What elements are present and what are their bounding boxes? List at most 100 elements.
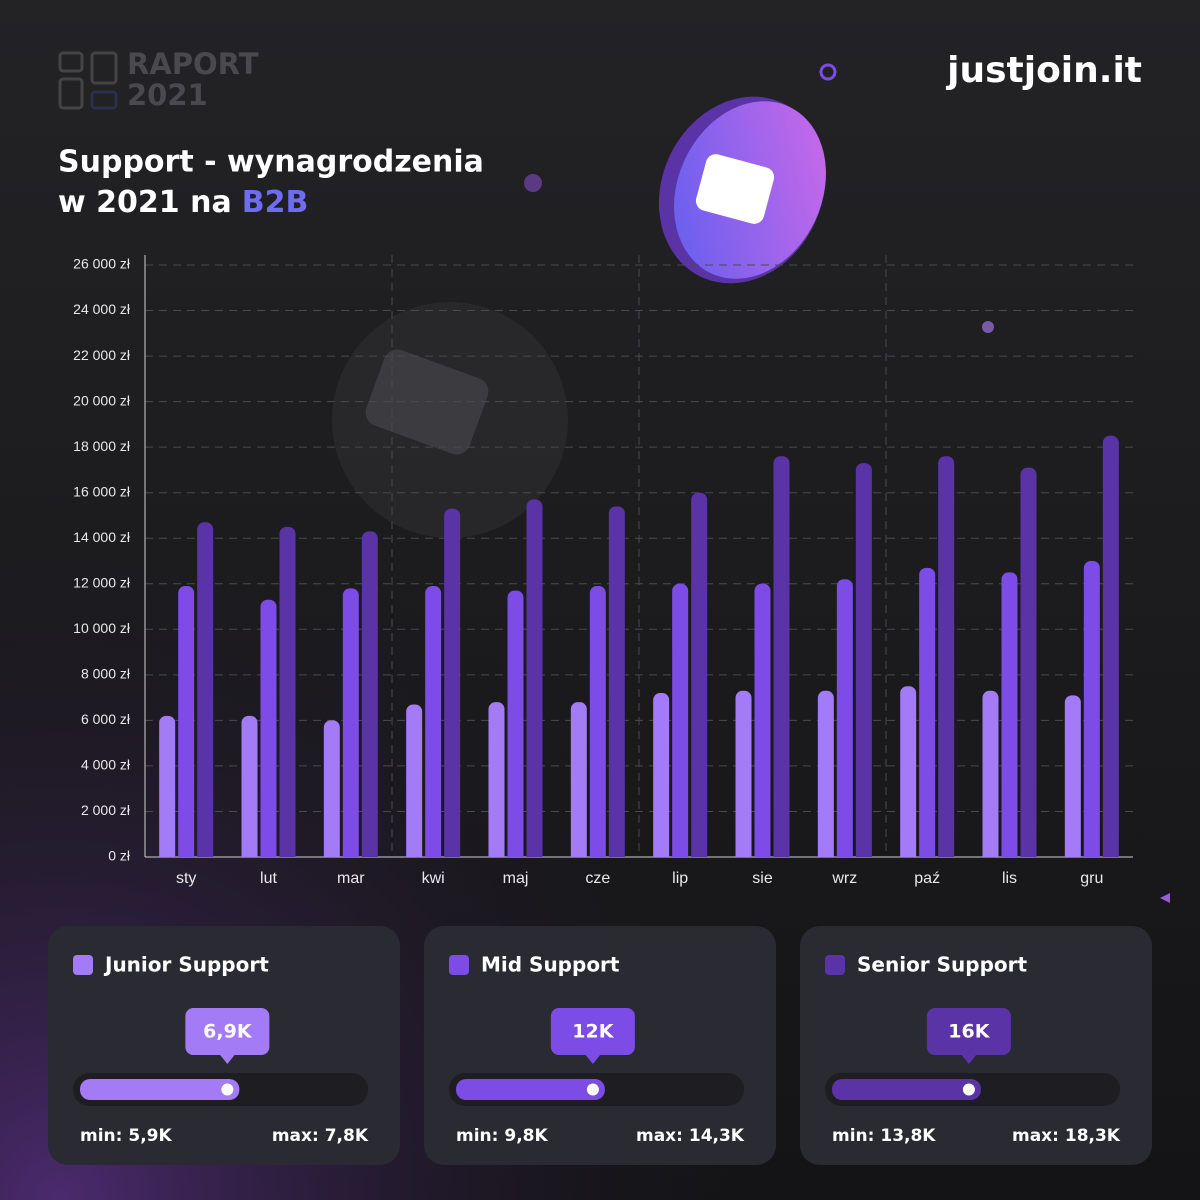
slider-knob (962, 1083, 975, 1096)
x-tick-label: lip (672, 870, 688, 887)
plot: 0 zł 2 000 zł 4 000 zł 6 000 zł 8 000 zł 10 0… (73, 255, 1133, 887)
bar (241, 715, 258, 857)
bar (773, 456, 790, 857)
bar (1064, 695, 1081, 857)
chart-title-line2: w 2021 na B2B (58, 185, 308, 220)
report-year: 2021 (127, 78, 208, 112)
min-value: min: 9,8K (456, 1126, 548, 1146)
bar (197, 522, 214, 857)
bar (982, 690, 999, 857)
avg-value: 12K (572, 1021, 614, 1043)
y-tick-label: 22 000 zł (73, 347, 131, 363)
bar (342, 588, 359, 857)
legend-card: Junior Support 6,9K min: 5,9K max: 7,8K (48, 926, 400, 1165)
report-logo (58, 51, 118, 110)
chart-title: Support - wynagrodzenia (58, 145, 484, 180)
bar (1020, 467, 1037, 857)
bar (691, 492, 708, 857)
bars (159, 435, 1119, 857)
x-tick-label: sie (752, 870, 773, 887)
x-tick-label: mar (337, 870, 365, 887)
legend-swatch (73, 955, 93, 975)
legend-swatch (449, 955, 469, 975)
y-tick-label: 24 000 zł (73, 301, 131, 317)
legend-label: Mid Support (481, 953, 620, 977)
avg-bubble (926, 1008, 1011, 1055)
bar (919, 567, 936, 857)
bar (323, 720, 340, 857)
legend-label: Junior Support (103, 953, 269, 977)
legend-label: Senior Support (857, 953, 1028, 977)
brand: justjoin.it (945, 50, 1142, 91)
bar (589, 586, 606, 857)
slider-knob (221, 1083, 234, 1096)
bar (406, 704, 423, 857)
bar (570, 702, 587, 857)
y-tick-label: 6 000 zł (81, 711, 131, 727)
y-tick-label: 26 000 zł (73, 256, 131, 272)
x-tick-label: cze (585, 870, 610, 887)
y-tick-label: 4 000 zł (81, 757, 131, 773)
y-tick-label: 18 000 zł (73, 438, 131, 454)
avg-value: 16K (948, 1021, 990, 1043)
x-tick-label: maj (503, 870, 529, 887)
bar (507, 590, 524, 857)
avg-bubble (185, 1008, 270, 1055)
bar (178, 586, 195, 857)
avg-bubble-pointer (219, 1054, 236, 1064)
x-tick-label: kwi (422, 870, 445, 887)
bar (900, 686, 917, 857)
bar (361, 531, 378, 857)
bar (855, 463, 872, 857)
y-tick-label: 12 000 zł (73, 574, 131, 590)
y-tick-label: 16 000 zł (73, 483, 131, 499)
bar (488, 702, 505, 857)
y-tick-label: 8 000 zł (81, 666, 131, 682)
bar (754, 583, 771, 857)
slider-knob (586, 1083, 599, 1096)
bar (653, 693, 670, 857)
x-tick-label: wrz (831, 870, 857, 887)
slider-fill (832, 1079, 981, 1100)
y-tick-label: 2 000 zł (81, 802, 131, 818)
y-tick-label: 10 000 zł (73, 620, 131, 636)
bar (279, 526, 296, 857)
bar (672, 583, 689, 857)
legend-card: Senior Support 16K min: 13,8K max: 18,3K (800, 926, 1152, 1165)
avg-value: 6,9K (203, 1021, 253, 1043)
x-tick-label: gru (1080, 870, 1103, 887)
report-word: RAPORT (127, 47, 259, 81)
title-highlight: B2B (242, 185, 309, 220)
slider-fill (80, 1079, 240, 1100)
title-text: w 2021 na (58, 185, 232, 220)
legend-card: Mid Support 12K min: 9,8K max: 14,3K (424, 926, 776, 1165)
bar (938, 456, 955, 857)
max-value: max: 18,3K (1012, 1126, 1121, 1146)
bar (836, 579, 853, 857)
y-tick-label: 0 zł (108, 848, 131, 864)
min-value: min: 13,8K (832, 1126, 936, 1146)
x-tick-label: lut (260, 870, 277, 887)
x-tick-label: lis (1002, 870, 1017, 887)
y-tick-label: 14 000 zł (73, 529, 131, 545)
bar (444, 508, 461, 857)
legend-swatch (825, 955, 845, 975)
bar (817, 690, 834, 857)
bar (1083, 561, 1100, 857)
max-value: max: 7,8K (272, 1126, 369, 1146)
decoration (332, 63, 1170, 903)
bar (526, 499, 543, 857)
bar (1102, 435, 1119, 857)
min-value: min: 5,9K (80, 1126, 172, 1146)
bar (159, 715, 176, 857)
bar (425, 586, 442, 857)
max-value: max: 14,3K (636, 1126, 745, 1146)
x-tick-label: sty (176, 870, 196, 887)
legend-cards: Junior Support 6,9K min: 5,9K max: 7,8K Mid … (48, 926, 1152, 1165)
x-tick-label: paź (914, 870, 940, 887)
bar (260, 599, 277, 857)
avg-bubble (550, 1008, 635, 1055)
bar (608, 506, 625, 857)
bar (1001, 572, 1018, 857)
